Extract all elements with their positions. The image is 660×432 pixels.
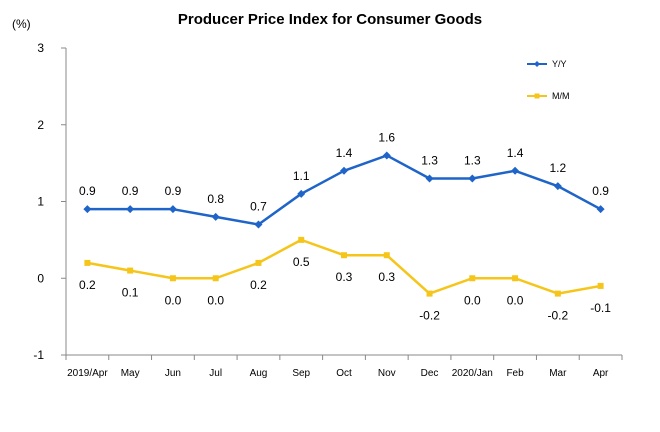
data-label: -0.1	[590, 301, 611, 315]
data-point	[341, 252, 347, 259]
y-tick-label: 1	[37, 195, 44, 209]
data-label: 1.2	[550, 161, 567, 175]
legend-marker	[534, 93, 540, 99]
data-point	[298, 236, 305, 243]
data-label: 0.0	[165, 293, 182, 307]
data-point	[382, 151, 391, 160]
data-label: 0.9	[122, 184, 139, 198]
data-label: 0.0	[464, 293, 481, 307]
data-point	[426, 290, 433, 297]
data-point	[126, 205, 135, 214]
data-point	[469, 275, 476, 282]
data-label: 1.1	[293, 169, 310, 183]
x-tick-label: Sep	[292, 368, 310, 379]
data-label: 1.4	[507, 146, 524, 160]
x-tick-label: Dec	[421, 368, 439, 379]
data-point	[83, 205, 92, 214]
x-tick-label: Apr	[593, 368, 609, 379]
data-point	[168, 205, 177, 214]
data-label: 1.3	[464, 153, 481, 167]
y-tick-label: 3	[37, 41, 44, 55]
data-label: 0.2	[250, 278, 267, 292]
x-tick-label: Aug	[250, 368, 268, 379]
legend-label: M/M	[552, 91, 570, 101]
y-tick-label: -1	[33, 348, 44, 362]
data-point	[297, 189, 306, 198]
x-tick-label: Oct	[336, 368, 352, 379]
series-mm: 0.2 0.1 0.0 0.0 0.2 0.5 0.3 0.3 -0.2 0.0 0.0 -0.2 -0…	[79, 236, 611, 323]
chart-title: Producer Price Index for Consumer Goods	[178, 11, 482, 28]
y-tick-label: 2	[37, 118, 44, 132]
data-point	[596, 205, 605, 214]
data-label: 0.8	[207, 192, 224, 206]
x-tick-label: 2019/Apr	[67, 368, 108, 379]
data-label: -0.2	[548, 309, 569, 323]
data-label: 1.4	[336, 146, 353, 160]
data-label: 0.0	[507, 293, 524, 307]
axes: -1 0 1 2 3 2019/Apr May Jun Jul Aug Sep Oct Nov Dec 20…	[33, 41, 623, 379]
x-tick-label: Nov	[378, 368, 396, 379]
legend: Y/Y M/M	[527, 59, 570, 101]
x-tick-label: Jun	[165, 368, 181, 379]
data-point	[425, 174, 434, 183]
data-point	[597, 282, 604, 289]
data-label: 0.7	[250, 200, 267, 214]
data-label: 0.9	[592, 184, 609, 198]
data-label: 0.1	[122, 286, 139, 300]
x-tick-label: 2020/Jan	[452, 368, 493, 379]
y-axis-unit-label: (%)	[12, 17, 31, 31]
y-tick-label: 0	[37, 271, 44, 285]
data-point	[468, 174, 477, 183]
series-line	[87, 238, 601, 295]
data-label: 0.3	[378, 270, 395, 284]
data-point	[127, 267, 134, 274]
data-label: 1.6	[378, 130, 395, 144]
x-tick-label: Feb	[506, 368, 524, 379]
x-tick-label: May	[121, 368, 140, 379]
data-point	[511, 166, 520, 175]
data-point	[255, 259, 262, 266]
data-label: 0.9	[79, 184, 96, 198]
legend-marker	[534, 61, 540, 67]
data-label: 0.0	[207, 293, 224, 307]
data-point	[84, 259, 91, 266]
data-point	[211, 212, 220, 221]
data-point	[512, 275, 519, 282]
data-label: 0.5	[293, 255, 310, 269]
legend-item: M/M	[527, 91, 570, 101]
data-point	[212, 275, 219, 282]
data-label: 0.9	[165, 184, 182, 198]
plot-area: 0.9 0.9 0.90.80.71.11.41.61.3 1.31.41.20.90…	[79, 130, 611, 322]
series-yy: 0.9 0.9 0.9 0.8 0.7 1.1 1.4 1.6 1.3 1.3 1.4 1.2 0.9	[79, 130, 609, 229]
data-label: 0.2	[79, 278, 96, 292]
data-point	[383, 252, 390, 259]
data-point	[340, 166, 348, 175]
legend-item: Y/Y	[527, 59, 567, 69]
legend-label: Y/Y	[552, 59, 567, 69]
data-label: 1.3	[421, 153, 438, 167]
data-point	[553, 182, 562, 191]
x-tick-label: Jul	[209, 368, 222, 379]
data-point	[554, 290, 561, 297]
data-label: -0.2	[419, 309, 440, 323]
data-point	[254, 220, 263, 229]
x-tick-label: Mar	[549, 368, 567, 379]
data-point	[169, 275, 176, 282]
data-label: 0.3	[336, 270, 353, 284]
